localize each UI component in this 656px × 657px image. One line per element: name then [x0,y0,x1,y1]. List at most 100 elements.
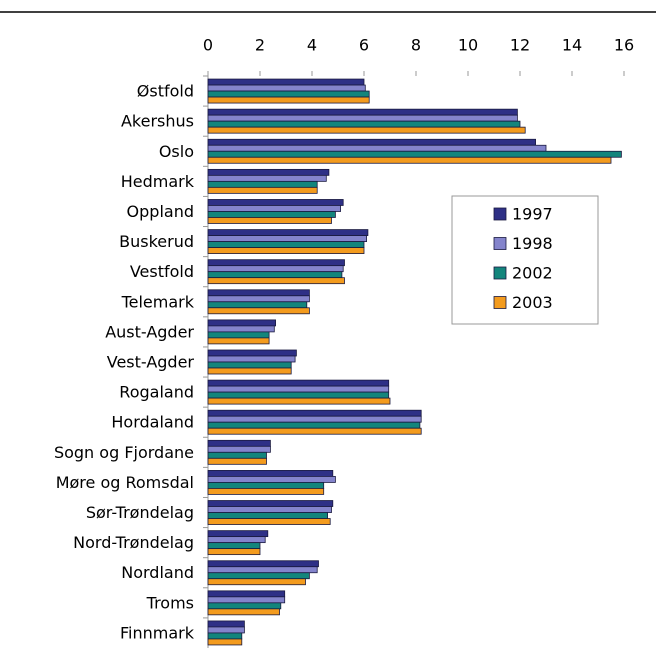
legend-swatch [493,207,507,221]
bar [207,451,267,459]
bar [207,488,325,495]
legend-label: 2003 [512,293,553,312]
bar [207,277,345,285]
x-tick-label: 8 [411,36,421,55]
legend-label: 1998 [512,234,553,253]
bar [207,602,282,610]
bar [207,229,369,236]
bar [207,205,342,212]
bar [207,96,370,104]
bar [207,367,292,375]
x-tick-label: 6 [359,36,369,55]
y-tick-label: Akershus [121,112,194,131]
bar [207,241,365,248]
bar [207,126,526,134]
bar [207,265,344,273]
bar [207,349,297,357]
bar [207,542,261,550]
x-tick-label: 16 [614,36,634,55]
bar [207,114,518,122]
y-tick-label: Finnmark [120,623,195,642]
bar [207,325,275,333]
bar [207,421,421,429]
bar [207,331,270,339]
y-tick-label: Aust-Agder [105,322,194,341]
bar [207,180,318,188]
bar [207,211,336,218]
y-tick-label: Troms [146,593,194,612]
bar [207,608,280,616]
bar [207,235,368,242]
y-tick-label: Nord-Trøndelag [73,533,194,552]
bar [207,457,267,465]
bar [207,512,328,519]
y-tick-label: Hedmark [121,172,195,191]
y-tick-label: Oslo [159,142,194,161]
bar [207,150,622,158]
y-tick-label: Rogaland [119,383,194,402]
bar [207,337,270,345]
x-tick-label: 10 [458,36,478,55]
bar [207,168,330,176]
bar [207,470,334,477]
bar [207,566,318,574]
bar [207,271,343,279]
bar [207,560,319,568]
bar [207,391,390,399]
bar [207,355,296,363]
legend-swatch [493,237,507,250]
bar [207,620,245,628]
bar [207,319,276,327]
y-tick-label: Nordland [121,563,194,582]
y-tick-label: Hordaland [111,413,194,432]
bar [207,156,612,164]
legend-swatch [493,296,507,309]
x-tick-label: 12 [510,36,530,55]
bar [207,247,365,254]
bar [207,289,310,297]
bar [207,548,261,556]
bar [207,638,243,646]
bar [207,518,331,525]
y-tick-label: Vest-Agder [107,353,195,372]
bar [207,397,391,405]
bar [207,84,366,92]
bar [207,506,332,513]
x-tick-label: 14 [562,36,582,55]
bar [207,578,306,586]
bar [207,415,422,423]
y-tick-label: Telemark [121,292,195,311]
x-tick-label: 2 [255,36,265,55]
bar [207,174,327,182]
bar [207,409,422,417]
bar [207,385,390,393]
bar [207,90,370,98]
bar [207,259,345,267]
legend-swatch [493,266,507,280]
x-tick-label: 0 [203,36,213,55]
bar [207,361,292,369]
y-tick-label: Oppland [127,202,194,221]
bar [207,530,269,538]
bar [207,596,286,604]
bar [207,379,390,387]
bar [207,144,547,152]
y-tick-label: Sogn og Fjordane [54,443,194,462]
y-tick-label: Sør-Trøndelag [86,503,194,522]
bar [207,138,537,146]
legend-box [451,195,599,325]
bar [207,626,245,634]
bar [207,108,518,116]
y-tick-label: Vestfold [130,262,194,281]
legend-label: 2002 [512,264,553,283]
legend-label: 1997 [512,205,553,224]
bar [207,445,271,453]
y-tick-label: Møre og Romsdal [56,473,194,492]
y-tick-label: Østfold [137,82,194,101]
bar [207,120,521,128]
bar [207,307,310,315]
bar [207,572,310,580]
bar [207,295,310,303]
bar [207,427,422,435]
